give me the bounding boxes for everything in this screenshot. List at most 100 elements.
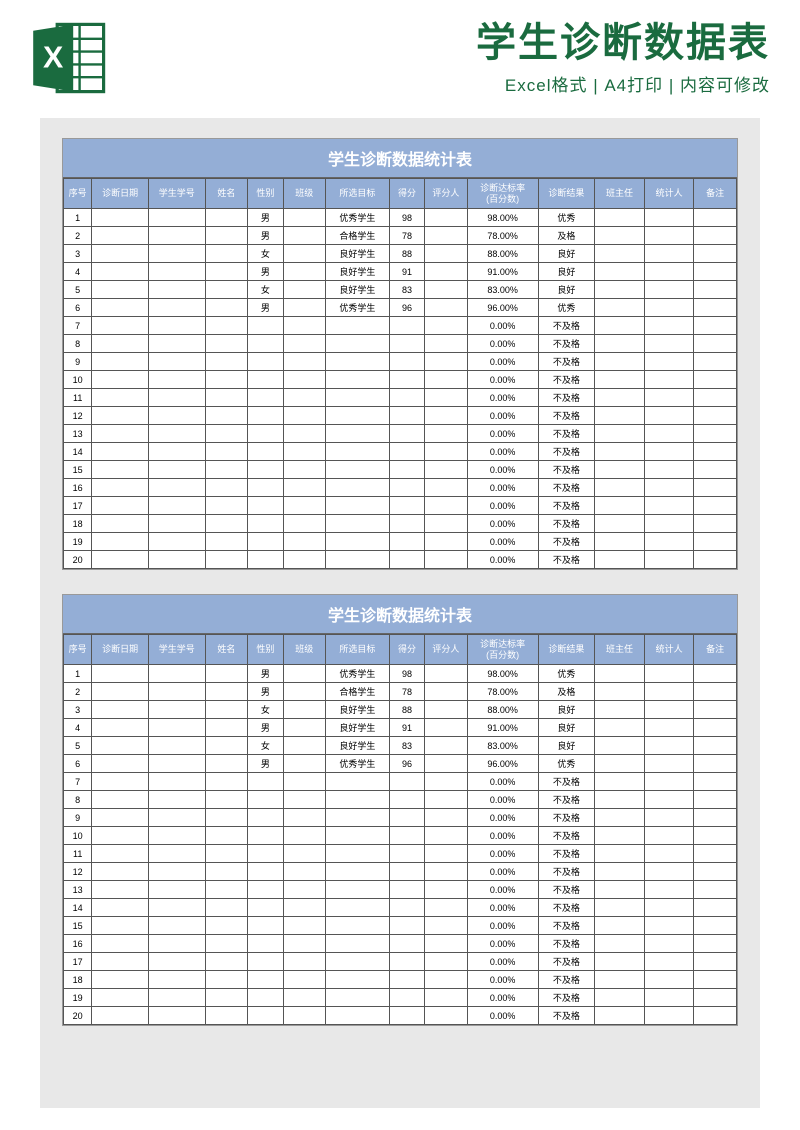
cell-class <box>283 953 326 971</box>
cell-id <box>148 971 205 989</box>
cell-seq: 17 <box>64 953 92 971</box>
table-row: 150.00%不及格 <box>64 917 737 935</box>
cell-result: 不及格 <box>538 827 595 845</box>
table-row: 160.00%不及格 <box>64 935 737 953</box>
cell-class <box>283 551 326 569</box>
cell-rate: 0.00% <box>467 971 538 989</box>
cell-class <box>283 227 326 245</box>
cell-name <box>205 791 248 809</box>
cell-class <box>283 863 326 881</box>
cell-class <box>283 737 326 755</box>
table-row: 90.00%不及格 <box>64 809 737 827</box>
cell-result: 不及格 <box>538 863 595 881</box>
cell-target <box>326 809 390 827</box>
cell-note <box>694 461 737 479</box>
cell-rater <box>425 299 468 317</box>
cell-score <box>389 917 424 935</box>
cell-teacher <box>595 407 645 425</box>
col-header: 班主任 <box>595 635 645 665</box>
cell-teacher <box>595 227 645 245</box>
cell-name <box>205 899 248 917</box>
cell-rater <box>425 683 468 701</box>
cell-teacher <box>595 497 645 515</box>
cell-date <box>92 971 149 989</box>
cell-class <box>283 809 326 827</box>
cell-id <box>148 389 205 407</box>
cell-rate: 0.00% <box>467 809 538 827</box>
cell-id <box>148 209 205 227</box>
cell-gender: 男 <box>248 683 283 701</box>
cell-target <box>326 461 390 479</box>
cell-name <box>205 317 248 335</box>
cell-id <box>148 443 205 461</box>
cell-gender <box>248 551 283 569</box>
cell-rate: 88.00% <box>467 701 538 719</box>
cell-seq: 1 <box>64 665 92 683</box>
cell-note <box>694 971 737 989</box>
cell-rater <box>425 971 468 989</box>
cell-class <box>283 461 326 479</box>
table-row: 80.00%不及格 <box>64 791 737 809</box>
cell-score: 91 <box>389 263 424 281</box>
cell-id <box>148 935 205 953</box>
cell-stat <box>644 281 694 299</box>
col-header: 统计人 <box>644 635 694 665</box>
main-title: 学生诊断数据表 <box>128 21 770 65</box>
cell-stat <box>644 845 694 863</box>
cell-gender <box>248 515 283 533</box>
cell-date <box>92 533 149 551</box>
cell-gender <box>248 479 283 497</box>
cell-teacher <box>595 917 645 935</box>
cell-note <box>694 845 737 863</box>
cell-rate: 0.00% <box>467 407 538 425</box>
cell-gender <box>248 881 283 899</box>
cell-gender <box>248 845 283 863</box>
cell-note <box>694 389 737 407</box>
table-row: 3女良好学生8888.00%良好 <box>64 701 737 719</box>
cell-seq: 19 <box>64 989 92 1007</box>
cell-target <box>326 551 390 569</box>
cell-id <box>148 863 205 881</box>
cell-target <box>326 881 390 899</box>
cell-note <box>694 881 737 899</box>
cell-rater <box>425 497 468 515</box>
cell-note <box>694 899 737 917</box>
cell-id <box>148 317 205 335</box>
table-row: 100.00%不及格 <box>64 827 737 845</box>
cell-target <box>326 533 390 551</box>
page-header: X 学生诊断数据表 Excel格式 | A4打印 | 内容可修改 <box>0 0 800 110</box>
cell-rate: 0.00% <box>467 461 538 479</box>
cell-result: 不及格 <box>538 917 595 935</box>
table-row: 70.00%不及格 <box>64 317 737 335</box>
cell-date <box>92 935 149 953</box>
cell-score: 83 <box>389 737 424 755</box>
table-row: 6男优秀学生9696.00%优秀 <box>64 755 737 773</box>
cell-class <box>283 665 326 683</box>
cell-score <box>389 353 424 371</box>
cell-gender <box>248 497 283 515</box>
table-row: 130.00%不及格 <box>64 425 737 443</box>
cell-rate: 0.00% <box>467 845 538 863</box>
cell-teacher <box>595 371 645 389</box>
cell-rate: 0.00% <box>467 881 538 899</box>
cell-stat <box>644 407 694 425</box>
cell-rate: 0.00% <box>467 443 538 461</box>
cell-note <box>694 773 737 791</box>
cell-class <box>283 989 326 1007</box>
cell-score: 88 <box>389 245 424 263</box>
cell-teacher <box>595 515 645 533</box>
cell-note <box>694 683 737 701</box>
sheet-2: 学生诊断数据统计表 序号诊断日期学生学号姓名性别班级所选目标得分评分人诊断达标率… <box>62 594 738 1026</box>
table-row: 5女良好学生8383.00%良好 <box>64 737 737 755</box>
cell-name <box>205 773 248 791</box>
cell-name <box>205 353 248 371</box>
cell-date <box>92 989 149 1007</box>
cell-score: 98 <box>389 665 424 683</box>
cell-rater <box>425 389 468 407</box>
cell-id <box>148 425 205 443</box>
cell-date <box>92 299 149 317</box>
cell-stat <box>644 935 694 953</box>
cell-teacher <box>595 719 645 737</box>
cell-note <box>694 953 737 971</box>
cell-seq: 2 <box>64 683 92 701</box>
